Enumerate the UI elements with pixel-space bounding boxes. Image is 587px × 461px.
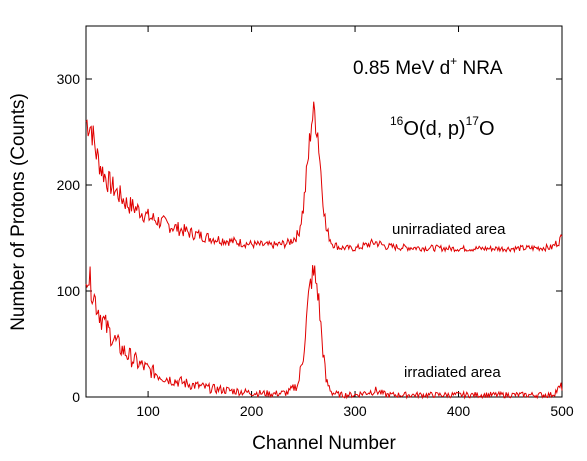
series-label-irradiated: irradiated area bbox=[404, 364, 501, 381]
title-main: 0.85 MeV d bbox=[353, 58, 450, 79]
reaction-superscript-1: 16 bbox=[390, 114, 404, 128]
y-tick-label: 300 bbox=[57, 71, 81, 87]
x-tick-label: 200 bbox=[240, 403, 264, 419]
y-tick-label: 200 bbox=[57, 177, 81, 193]
x-tick-label: 300 bbox=[343, 403, 367, 419]
title-tail: NRA bbox=[457, 58, 503, 79]
y-axis-title: Number of Protons (Counts) bbox=[8, 93, 29, 331]
title-annotation: 0.85 MeV d+ NRA bbox=[353, 54, 503, 79]
series-layer bbox=[85, 101, 563, 400]
y-tick-label: 100 bbox=[57, 283, 81, 299]
y-tick-label: 0 bbox=[72, 389, 80, 405]
x-tick-label: 500 bbox=[550, 403, 574, 419]
title-superscript: + bbox=[450, 54, 457, 68]
plot-frame bbox=[85, 25, 563, 398]
series-line-irradiated bbox=[85, 265, 563, 400]
reaction-tail: O bbox=[479, 118, 495, 140]
series-line-unirradiated bbox=[85, 101, 563, 254]
reaction-superscript-2: 17 bbox=[466, 114, 480, 128]
x-tick-label: 400 bbox=[447, 403, 471, 419]
reaction-annotation: 16O(d, p)17O bbox=[390, 114, 495, 140]
x-axis-title: Channel Number bbox=[252, 433, 396, 454]
series-label-unirradiated: unirradiated area bbox=[392, 221, 506, 238]
reaction-middle: O(d, p) bbox=[403, 118, 465, 140]
x-tick-label: 100 bbox=[136, 403, 160, 419]
